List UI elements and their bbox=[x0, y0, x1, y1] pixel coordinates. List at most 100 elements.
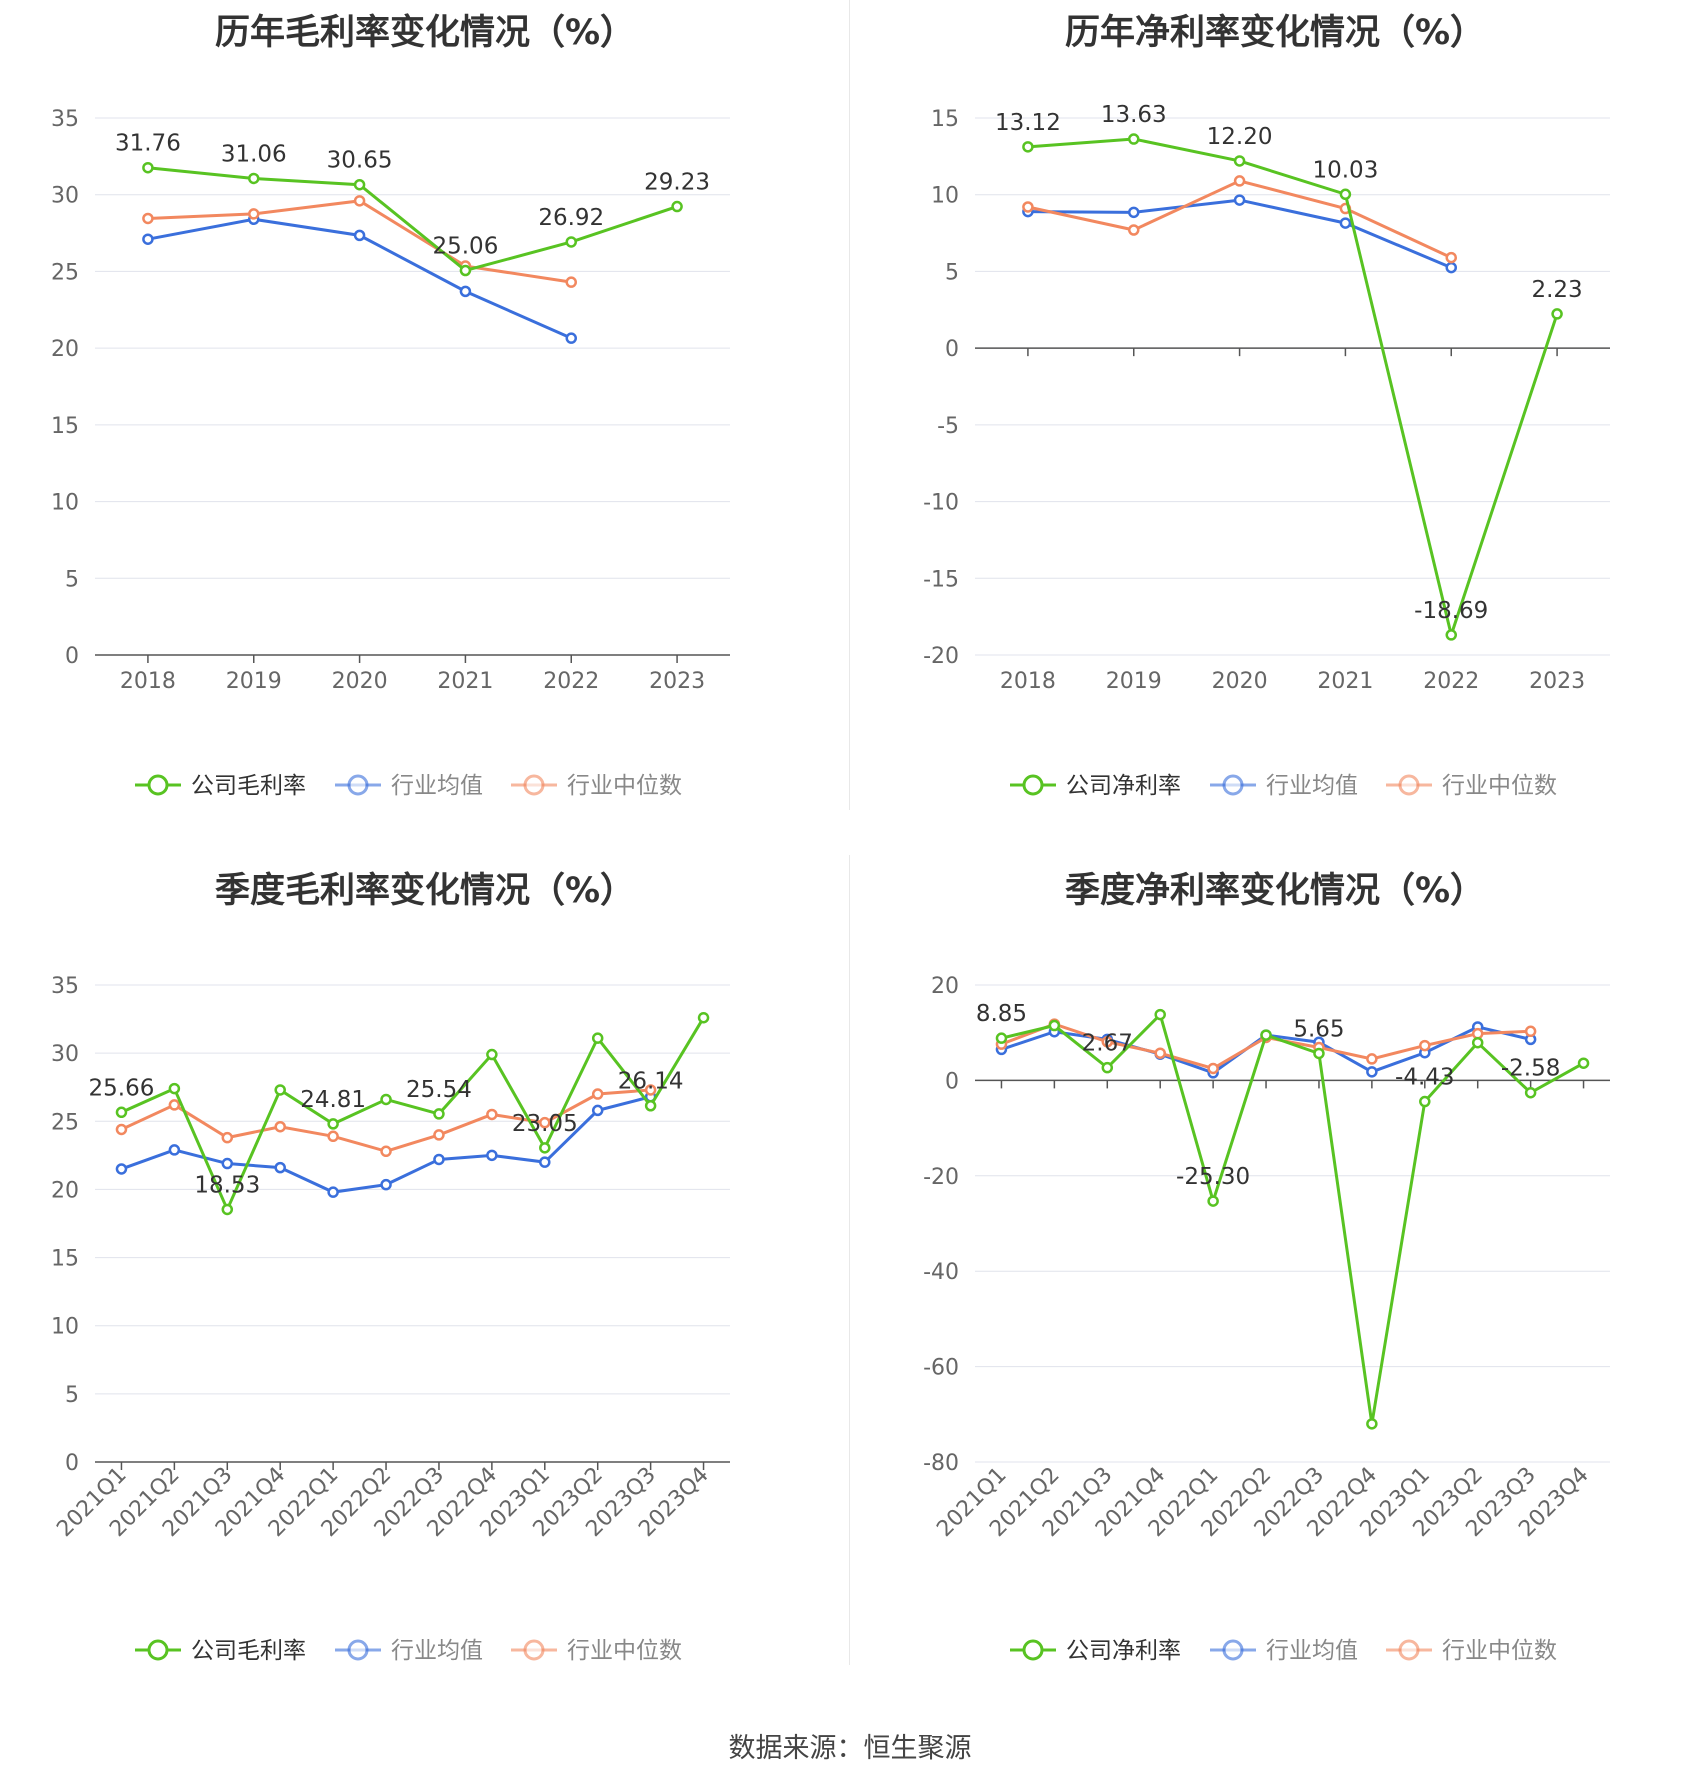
y-tick-label: 20 bbox=[931, 974, 959, 999]
y-tick-label: 10 bbox=[931, 184, 959, 209]
legend-marker-average bbox=[1222, 1639, 1244, 1661]
data-point-median bbox=[1022, 201, 1034, 213]
data-point-company bbox=[565, 236, 577, 248]
data-point-company bbox=[1260, 1029, 1272, 1041]
data-point-company bbox=[697, 1011, 710, 1024]
data-point-company bbox=[380, 1093, 392, 1106]
data-point-median bbox=[1445, 251, 1457, 264]
series-line-median bbox=[1027, 179, 1452, 259]
legend-label-median: 行业中位数 bbox=[1442, 773, 1557, 799]
data-point-average bbox=[274, 1161, 286, 1174]
annual-net-title: 历年净利率变化情况（%） bbox=[1064, 13, 1486, 53]
data-label: 24.81 bbox=[300, 1087, 366, 1113]
y-tick-label: 0 bbox=[65, 644, 79, 669]
data-point-median bbox=[274, 1120, 286, 1133]
legend-marker-company bbox=[1022, 774, 1044, 796]
data-point-median bbox=[380, 1145, 392, 1158]
data-point-company bbox=[995, 1032, 1008, 1044]
quarter-net-title: 季度净利率变化情况（%） bbox=[1064, 871, 1486, 911]
x-tick-label: 2019 bbox=[1106, 669, 1162, 694]
data-label: 13.12 bbox=[995, 110, 1061, 136]
data-point-average bbox=[1339, 217, 1352, 229]
quarter_gross-chart: 051015202530352021Q12021Q22021Q32021Q420… bbox=[51, 974, 730, 1664]
data-point-company bbox=[1207, 1195, 1219, 1207]
legend-label-median: 行业中位数 bbox=[1442, 1638, 1557, 1664]
series-line-company bbox=[1027, 137, 1559, 641]
data-point-median bbox=[327, 1130, 339, 1143]
data-point-company bbox=[1022, 141, 1034, 153]
data-point-company bbox=[539, 1142, 551, 1154]
data-point-median bbox=[115, 1123, 128, 1136]
data-point-average bbox=[353, 229, 366, 242]
data-point-average bbox=[433, 1153, 445, 1166]
legend-marker-average bbox=[347, 774, 369, 796]
x-tick-label: 2021 bbox=[1317, 669, 1373, 694]
series-line-average bbox=[1027, 198, 1452, 269]
legend-marker-company bbox=[147, 1639, 169, 1661]
data-label: 12.20 bbox=[1207, 124, 1273, 150]
data-point-company bbox=[115, 1106, 128, 1119]
y-tick-label: 0 bbox=[945, 337, 959, 362]
x-tick-label: 2018 bbox=[1000, 669, 1056, 694]
y-tick-label: 0 bbox=[65, 1451, 79, 1476]
data-label: 13.63 bbox=[1101, 102, 1167, 128]
legend-label-median: 行业中位数 bbox=[567, 773, 682, 799]
y-tick-label: -20 bbox=[923, 1165, 959, 1190]
y-tick-label: 10 bbox=[51, 1315, 79, 1340]
data-label: 31.06 bbox=[221, 141, 287, 167]
y-tick-label: 20 bbox=[51, 337, 79, 362]
y-tick-label: 35 bbox=[51, 107, 79, 132]
data-point-median bbox=[353, 195, 366, 207]
y-tick-label: 20 bbox=[51, 1178, 79, 1203]
data-point-median bbox=[433, 1129, 445, 1141]
x-tick-label: 2018 bbox=[120, 669, 176, 694]
y-tick-label: 25 bbox=[51, 260, 79, 285]
legend-marker-median bbox=[1398, 1639, 1420, 1661]
data-point-average bbox=[1445, 261, 1457, 274]
data-label: 31.76 bbox=[115, 131, 181, 157]
x-tick-label: 2020 bbox=[1212, 669, 1268, 694]
data-point-average bbox=[459, 285, 472, 298]
legend-label-median: 行业中位数 bbox=[567, 1638, 682, 1664]
data-point-company bbox=[1048, 1019, 1061, 1032]
vertical-divider-bottom bbox=[849, 855, 850, 1665]
data-point-company bbox=[142, 161, 154, 174]
data-label: -2.58 bbox=[1501, 1056, 1561, 1082]
legend-marker-average bbox=[1222, 774, 1244, 796]
legend-marker-median bbox=[523, 774, 545, 796]
data-label: -4.43 bbox=[1395, 1065, 1455, 1091]
x-tick-label: 2022 bbox=[543, 669, 599, 694]
data-source-note: 数据来源：恒生聚源 bbox=[728, 1733, 972, 1764]
vertical-divider-top bbox=[849, 0, 850, 810]
y-tick-label: 0 bbox=[945, 1069, 959, 1094]
y-tick-label: 30 bbox=[51, 184, 79, 209]
data-point-company bbox=[168, 1082, 181, 1095]
data-point-company bbox=[1445, 629, 1457, 641]
y-tick-label: -5 bbox=[937, 414, 959, 439]
y-tick-label: 30 bbox=[51, 1042, 79, 1067]
data-point-company bbox=[1366, 1418, 1378, 1430]
quarter-gross-title: 季度毛利率变化情况（%） bbox=[214, 871, 636, 911]
legend-label-average: 行业均值 bbox=[1266, 773, 1358, 799]
data-point-average bbox=[591, 1104, 604, 1117]
data-point-average bbox=[221, 1157, 234, 1170]
y-tick-label: 15 bbox=[931, 107, 959, 132]
data-point-company bbox=[1524, 1086, 1537, 1099]
data-point-company bbox=[1551, 308, 1563, 320]
data-point-company bbox=[274, 1084, 286, 1096]
data-point-company bbox=[1154, 1008, 1166, 1021]
legend-marker-company bbox=[147, 774, 169, 796]
data-point-average bbox=[327, 1186, 339, 1198]
x-tick-label: 2020 bbox=[332, 669, 388, 694]
data-point-average bbox=[1366, 1066, 1378, 1078]
data-point-average bbox=[539, 1156, 551, 1168]
data-point-company bbox=[1128, 133, 1140, 145]
data-label: 26.14 bbox=[618, 1069, 684, 1095]
legend-label-company: 公司毛利率 bbox=[191, 773, 306, 799]
data-point-company bbox=[1339, 188, 1352, 201]
data-label: 8.85 bbox=[976, 1001, 1027, 1027]
data-point-median bbox=[539, 1116, 551, 1129]
data-label: 25.54 bbox=[406, 1077, 472, 1103]
data-point-company bbox=[248, 172, 260, 185]
data-point-median bbox=[1524, 1025, 1537, 1038]
